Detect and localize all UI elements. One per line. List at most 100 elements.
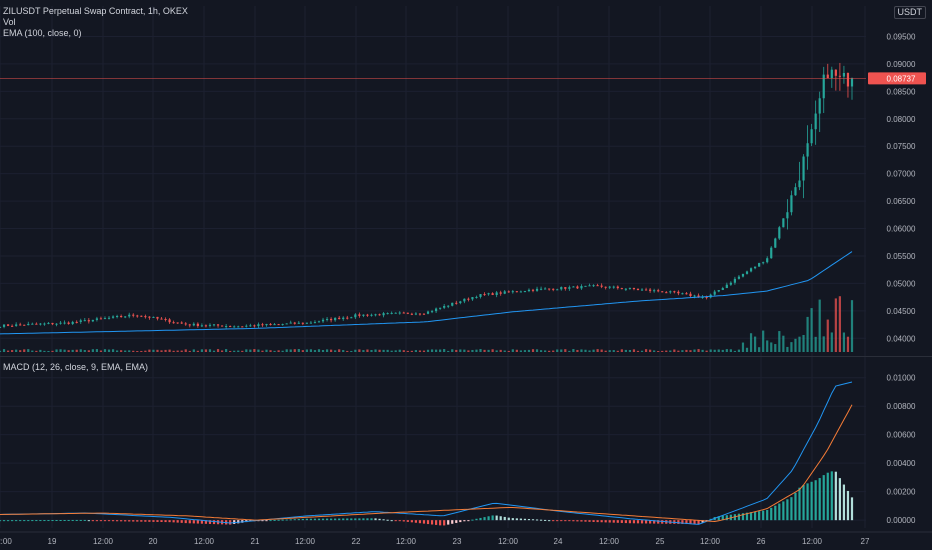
candle-body <box>297 322 300 324</box>
macd-histogram-bar <box>39 520 42 522</box>
volume-bar <box>265 349 268 352</box>
volume-bar <box>192 349 195 352</box>
volume-bar <box>430 349 434 352</box>
candle-body <box>15 324 18 326</box>
candle-body <box>366 314 369 316</box>
macd-histogram-bar <box>798 487 801 521</box>
macd-histogram-bar <box>693 520 696 525</box>
volume-bar <box>160 350 163 352</box>
macd-histogram-bar <box>531 519 535 521</box>
macd-histogram-bar <box>51 520 54 522</box>
macd-histogram-bar <box>273 519 276 521</box>
candle-body <box>95 318 99 320</box>
volume-bar <box>39 349 42 352</box>
macd-histogram-bar <box>301 518 304 521</box>
candle-body <box>596 285 599 287</box>
volume-bar <box>156 349 159 352</box>
candle-body <box>527 289 531 292</box>
macd-histogram-bar <box>124 520 127 522</box>
volume-bar <box>544 350 547 352</box>
candle-body <box>140 315 143 317</box>
volume-bar <box>386 349 389 352</box>
candle-body <box>47 322 50 324</box>
volume-bar <box>75 349 78 352</box>
macd-histogram-bar <box>422 520 426 524</box>
candle-body <box>568 287 571 289</box>
time-tick-label: 20 <box>149 537 158 546</box>
candle-body <box>71 321 74 324</box>
macd-histogram-bar <box>354 518 357 521</box>
candle-body <box>636 289 640 291</box>
macd-histogram-bar <box>430 520 434 525</box>
candle-body <box>798 180 801 188</box>
volume-bar <box>120 350 123 352</box>
macd-histogram-bar <box>103 520 107 522</box>
volume-bar <box>87 350 90 352</box>
currency-button[interactable]: USDT <box>893 6 926 19</box>
macd-histogram-bar <box>180 520 183 523</box>
macd-histogram-bar <box>120 520 123 522</box>
macd-histogram-bar <box>265 520 268 522</box>
macd-histogram-bar <box>661 520 664 524</box>
macd-histogram-bar <box>491 515 494 521</box>
volume-bar <box>717 349 720 352</box>
candle-body <box>479 294 482 297</box>
volume-bar <box>604 350 607 352</box>
candle-body <box>657 290 660 292</box>
volume-bar <box>237 350 240 352</box>
time-tick-label: 26 <box>757 537 766 546</box>
volume-bar <box>572 349 575 352</box>
volume-bar <box>608 350 611 352</box>
macd-histogram-bar <box>790 497 793 521</box>
macd-histogram-bar <box>152 520 155 522</box>
macd-histogram-bar <box>208 520 212 524</box>
volume-bar <box>846 336 850 352</box>
macd-histogram-bar <box>75 519 78 521</box>
volume-bar <box>725 349 728 352</box>
candle-body <box>491 293 494 295</box>
candle-body <box>519 291 522 293</box>
candle-body <box>790 195 793 213</box>
volume-bar <box>107 349 111 352</box>
macd-histogram-bar <box>325 518 329 521</box>
volume-bar <box>556 349 559 352</box>
symbol-title: ZILUSDT Perpetual Swap Contract, 1h, OKE… <box>3 6 188 16</box>
candle-body <box>782 218 785 228</box>
macd-histogram-bar <box>511 518 514 521</box>
volume-bar <box>507 350 510 352</box>
time-tick-label: 22 <box>352 537 361 546</box>
candle-body <box>233 326 236 328</box>
volume-bar <box>475 349 478 352</box>
candle-body <box>136 315 139 317</box>
macd-histogram-bar <box>237 520 240 524</box>
candle-body <box>382 313 385 316</box>
candle-body <box>443 305 446 308</box>
macd-histogram-bar <box>580 520 583 522</box>
candle-body <box>164 318 167 320</box>
volume-bar <box>273 350 276 352</box>
candle-body <box>200 325 203 327</box>
candle-body <box>640 289 644 291</box>
macd-histogram-bar <box>592 520 595 522</box>
macd-histogram-bar <box>443 520 446 526</box>
macd-histogram-bar <box>632 520 636 524</box>
candle-body <box>818 98 821 114</box>
macd-histogram-bar <box>834 471 837 521</box>
volume-bar <box>330 349 333 352</box>
time-tick-label: 2:00 <box>0 537 12 546</box>
macd-histogram-bar <box>814 480 817 521</box>
volume-bar <box>55 349 58 352</box>
candle-body <box>346 317 349 319</box>
volume-bar <box>317 349 321 352</box>
macd-histogram-bar <box>83 519 86 521</box>
candle-body <box>176 322 179 324</box>
volume-bar <box>410 350 413 352</box>
macd-histogram-bar <box>289 519 292 521</box>
volume-bar <box>31 350 34 352</box>
candle-body <box>11 325 14 327</box>
candle-body <box>390 312 393 314</box>
macd-histogram-bar <box>394 520 397 522</box>
macd-histogram-bar <box>342 518 345 521</box>
volume-bar <box>168 349 171 352</box>
